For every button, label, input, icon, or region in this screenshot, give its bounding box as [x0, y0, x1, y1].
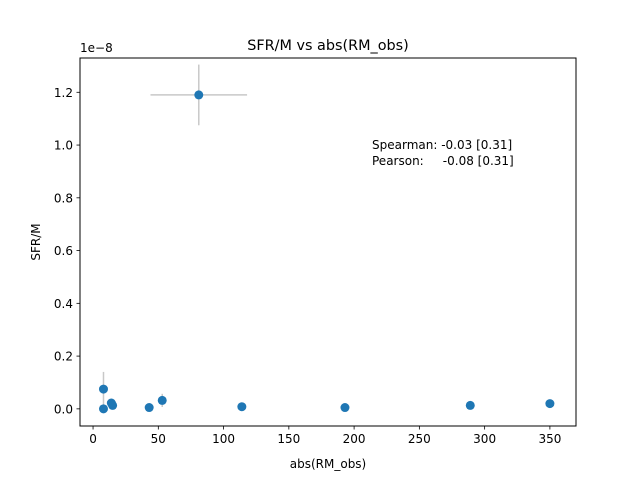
data-point	[98, 404, 108, 414]
x-tick-label: 50	[151, 432, 166, 446]
data-point	[194, 90, 204, 100]
x-tick-label: 100	[212, 432, 235, 446]
chart-title: SFR/M vs abs(RM_obs)	[247, 38, 409, 54]
x-tick-label: 0	[89, 432, 97, 446]
x-tick-label: 200	[343, 432, 366, 446]
correlation-annotations: Spearman: -0.03 [0.31] Pearson: -0.08 [0.…	[372, 138, 514, 168]
y-tick-label: 0.4	[54, 297, 73, 311]
y-tick-label: 0.8	[54, 191, 73, 205]
y-axis-label: SFR/M	[29, 223, 43, 260]
data-points	[98, 90, 555, 414]
data-point	[545, 399, 555, 409]
data-point	[98, 384, 108, 394]
data-point	[108, 400, 118, 410]
x-axis-ticks: 0 50 100 150 200 250 300 350	[89, 426, 561, 446]
y-tick-label: 0.0	[54, 402, 73, 416]
y-tick-label: 1.2	[54, 86, 73, 100]
plot-area-frame	[79, 57, 577, 427]
x-tick-label: 150	[277, 432, 300, 446]
data-point	[157, 395, 167, 405]
error-bars	[102, 64, 248, 408]
data-point	[237, 402, 247, 412]
x-tick-label: 300	[473, 432, 496, 446]
y-tick-label: 1.0	[54, 139, 73, 153]
y-axis-ticks: 0.0 0.2 0.4 0.6 0.8 1.0 1.2	[54, 86, 80, 416]
x-tick-label: 250	[408, 432, 431, 446]
x-tick-label: 350	[538, 432, 561, 446]
y-offset-label: 1e−8	[80, 41, 113, 55]
data-point	[340, 403, 350, 413]
data-point	[465, 400, 475, 410]
data-point	[144, 403, 154, 413]
y-tick-label: 0.2	[54, 350, 73, 364]
correlation-annotation: Spearman: -0.03 [0.31]	[372, 138, 512, 152]
x-axis-label: abs(RM_obs)	[290, 457, 367, 471]
y-tick-label: 0.6	[54, 244, 73, 258]
correlation-annotation: Pearson: -0.08 [0.31]	[372, 154, 514, 168]
